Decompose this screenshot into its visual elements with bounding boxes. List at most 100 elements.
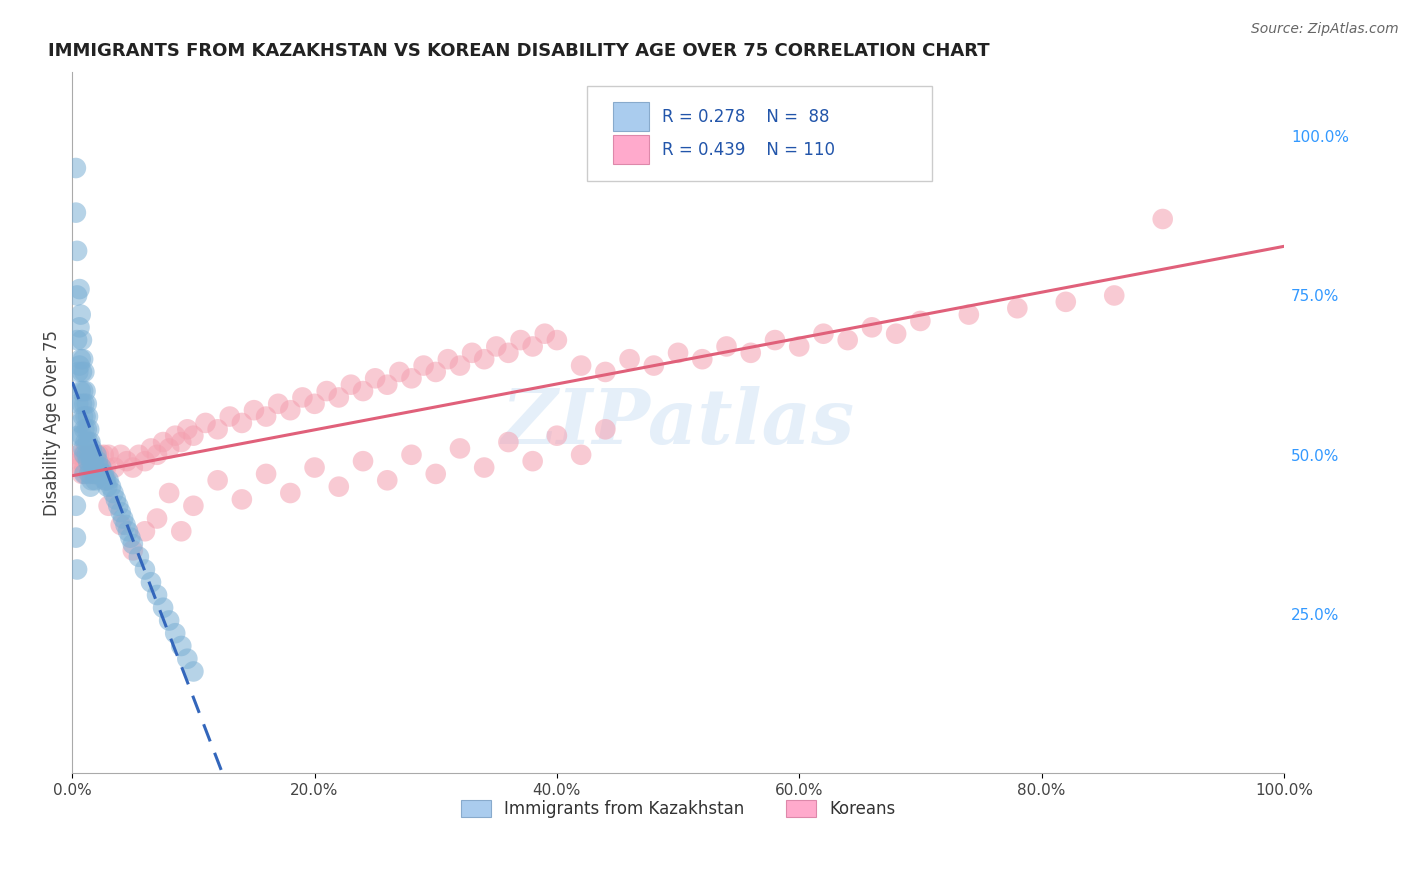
Point xyxy=(569,359,592,373)
Point xyxy=(183,428,205,442)
Point xyxy=(787,339,810,353)
Point xyxy=(485,339,508,353)
Point xyxy=(375,377,398,392)
Point xyxy=(69,460,91,475)
Point xyxy=(100,480,122,494)
Point xyxy=(83,454,105,468)
Point xyxy=(472,352,495,367)
Point xyxy=(546,428,568,442)
Point xyxy=(388,365,411,379)
Point xyxy=(96,480,118,494)
Point xyxy=(231,492,253,507)
Point xyxy=(76,448,98,462)
Point xyxy=(72,352,94,367)
Point xyxy=(80,442,103,456)
Point xyxy=(70,397,93,411)
Point xyxy=(910,314,932,328)
Point xyxy=(522,339,544,353)
Point xyxy=(66,288,89,302)
Point xyxy=(82,460,104,475)
Point xyxy=(813,326,835,341)
Point xyxy=(86,454,108,468)
Point xyxy=(67,365,90,379)
Text: Source: ZipAtlas.com: Source: ZipAtlas.com xyxy=(1251,22,1399,37)
Point xyxy=(121,543,143,558)
Point xyxy=(837,333,859,347)
Point xyxy=(121,537,143,551)
Point xyxy=(498,346,520,360)
Point xyxy=(76,448,98,462)
Point xyxy=(412,359,434,373)
Point xyxy=(73,397,96,411)
Point xyxy=(860,320,883,334)
Point xyxy=(110,517,132,532)
Point xyxy=(139,442,162,456)
Point xyxy=(522,454,544,468)
Point xyxy=(1102,288,1125,302)
Point xyxy=(152,600,174,615)
Point xyxy=(134,562,156,576)
Point xyxy=(73,448,96,462)
Point xyxy=(72,448,94,462)
Point xyxy=(77,448,100,462)
Point xyxy=(76,397,98,411)
Point xyxy=(103,486,125,500)
Point xyxy=(375,473,398,487)
Point xyxy=(66,333,89,347)
Point xyxy=(97,448,120,462)
Text: IMMIGRANTS FROM KAZAKHSTAN VS KOREAN DISABILITY AGE OVER 75 CORRELATION CHART: IMMIGRANTS FROM KAZAKHSTAN VS KOREAN DIS… xyxy=(48,42,990,60)
Point xyxy=(67,428,90,442)
Point xyxy=(884,326,907,341)
Point xyxy=(170,435,193,450)
Point xyxy=(91,467,114,481)
FancyBboxPatch shape xyxy=(613,135,650,164)
Legend: Immigrants from Kazakhstan, Koreans: Immigrants from Kazakhstan, Koreans xyxy=(454,793,903,825)
Point xyxy=(165,626,187,640)
Point xyxy=(1007,301,1029,316)
Point xyxy=(449,442,471,456)
Point xyxy=(254,467,277,481)
Point xyxy=(69,320,91,334)
Point xyxy=(120,531,142,545)
Point xyxy=(176,651,198,665)
Point xyxy=(86,460,108,475)
Point xyxy=(352,454,374,468)
Point xyxy=(461,346,484,360)
Point xyxy=(69,282,91,296)
Point xyxy=(73,460,96,475)
Point xyxy=(437,352,460,367)
Point xyxy=(96,473,118,487)
Point xyxy=(73,422,96,436)
Point xyxy=(231,416,253,430)
Point xyxy=(82,448,104,462)
Point xyxy=(79,467,101,481)
Point xyxy=(509,333,531,347)
Point xyxy=(425,467,447,481)
Point xyxy=(449,359,471,373)
Point xyxy=(75,409,97,424)
Point xyxy=(77,454,100,468)
Point xyxy=(77,454,100,468)
Point xyxy=(152,435,174,450)
Point xyxy=(75,435,97,450)
Point xyxy=(80,473,103,487)
Point xyxy=(69,308,91,322)
Point xyxy=(70,428,93,442)
Point xyxy=(65,205,87,219)
Text: ZIPatlas: ZIPatlas xyxy=(502,386,855,460)
Point xyxy=(546,333,568,347)
Point xyxy=(114,517,136,532)
Point xyxy=(364,371,387,385)
FancyBboxPatch shape xyxy=(588,87,932,181)
Point xyxy=(157,486,180,500)
Point xyxy=(67,448,90,462)
Point xyxy=(93,467,115,481)
Point xyxy=(96,460,118,475)
Point xyxy=(176,422,198,436)
Point xyxy=(80,448,103,462)
Point xyxy=(716,339,738,353)
Point xyxy=(65,531,87,545)
Point xyxy=(94,473,117,487)
Point xyxy=(80,454,103,468)
Point xyxy=(112,511,135,525)
